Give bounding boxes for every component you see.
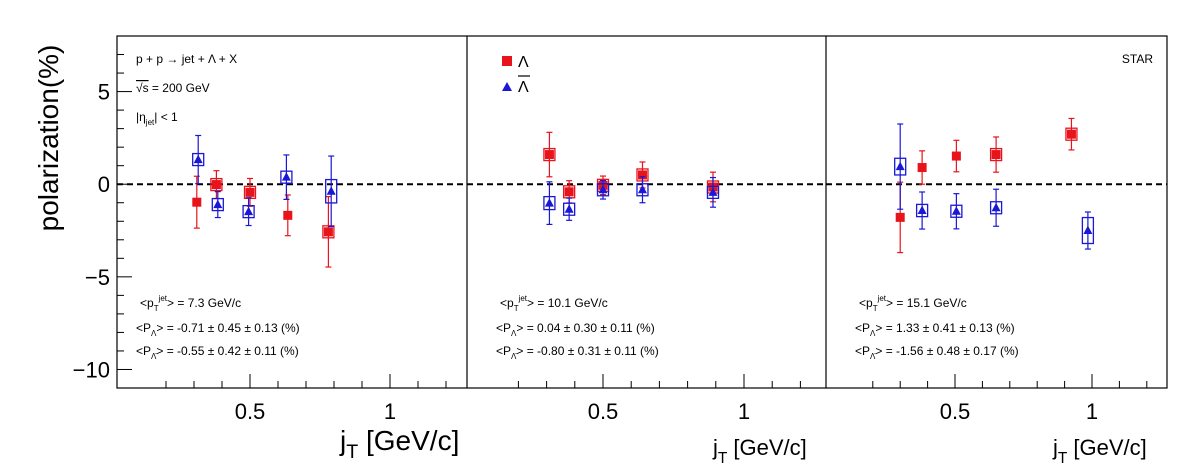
antilambda-point (637, 184, 647, 194)
y-axis-label: polarization(%) (33, 45, 64, 232)
mean-pt-label: <pTjet> = 15.1 GeV/c (859, 294, 967, 313)
antilambda-sys-box (636, 183, 649, 197)
antilambda-point (193, 154, 203, 164)
antilambda-point (544, 198, 554, 207)
lambda-point (245, 187, 255, 197)
y-tick-label: 5 (98, 80, 110, 105)
mean-pt-label: <pTjet> = 7.3 GeV/c (140, 294, 241, 313)
reaction-label: p + p → jet + Λ + X (136, 52, 237, 66)
antilambda-sys-box (915, 203, 929, 218)
y-tick-label: 0 (98, 172, 110, 197)
lambda-point (564, 187, 574, 197)
antilambda-point (917, 205, 927, 215)
x-axis-label: jT [GeV/c] (339, 425, 459, 463)
panel-2: 0.5 1 jT [GeV/c] <pTjet> = 10.1 GeV/c <PΛ> =… (467, 54, 826, 467)
antilambda-sys-box (325, 178, 338, 204)
mean-pt-label: <pTjet> = 10.1 GeV/c (500, 294, 608, 313)
legend-antilambda-label: Λ (518, 79, 529, 96)
panel-1: 0.5 1jT [GeV/c] <pTjet> = 7.3 GeV/c <PΛ> = … (117, 52, 467, 463)
lambda-point (917, 163, 927, 173)
legend-antilambda-marker (502, 82, 512, 91)
x-tick-label: 0.5 (588, 399, 619, 424)
eta-cut-label: |ηjet| < 1 (136, 110, 178, 127)
antilambda-point (564, 204, 574, 213)
lambda-point (544, 150, 554, 160)
mean-antilambda-polarization: <PΛ̄> = -0.80 ± 0.31 ± 0.11 (%) (496, 344, 659, 361)
antilambda-point (708, 187, 718, 196)
plot-frame (116, 35, 1168, 389)
lambda-sys-box (543, 147, 556, 162)
mean-antilambda-polarization: <PΛ̄> = -1.56 ± 0.48 ± 0.17 (%) (855, 344, 1019, 361)
x-tick-label: 0.5 (940, 399, 971, 424)
lambda-point (951, 151, 961, 161)
legend-lambda-label: Λ (518, 54, 529, 71)
antilambda-sys-box (1081, 216, 1095, 245)
x-axis-label: jT [GeV/c] (1052, 435, 1147, 467)
panel-3: 0.5 1 jT [GeV/c] <pTjet> = 15.1 GeV/c <PΛ> =… (826, 52, 1167, 467)
mean-lambda-polarization: <PΛ> = -0.71 ± 0.45 ± 0.13 (%) (136, 321, 300, 338)
antilambda-sys-box (563, 202, 576, 216)
energy-label: √s = 200 GeV (136, 81, 210, 95)
y-tick-label: −5 (85, 265, 110, 290)
lambda-point (637, 170, 647, 180)
y-tick-label: −10 (73, 357, 110, 382)
lambda-sys-box (989, 147, 1003, 162)
lambda-point (1066, 129, 1076, 139)
x-tick-label: 1 (738, 399, 750, 424)
x-tick-label: 1 (1086, 399, 1098, 424)
x-axis-label: jT [GeV/c] (712, 435, 807, 467)
antilambda-sys-box (894, 157, 907, 176)
antilambda-sys-box (706, 185, 720, 200)
antilambda-sys-box (596, 183, 610, 197)
antilambda-sys-box (242, 204, 255, 219)
antilambda-sys-box (543, 195, 556, 211)
lambda-sys-box (210, 177, 223, 192)
lambda-sys-box (1065, 127, 1078, 141)
lambda-point (211, 180, 221, 190)
antilambda-sys-box (211, 197, 224, 212)
antilambda-sys-box (280, 170, 293, 184)
antilambda-point (326, 186, 336, 195)
antilambda-point (244, 206, 254, 216)
antilambda-sys-box (950, 204, 963, 218)
antilambda-point (213, 199, 223, 209)
antilambda-point (991, 202, 1001, 212)
experiment-label: STAR (1122, 52, 1153, 66)
mean-antilambda-polarization: <PΛ̄> = -0.55 ± 0.42 ± 0.11 (%) (136, 344, 299, 361)
lambda-point (323, 227, 333, 237)
lambda-point (192, 197, 202, 207)
mean-lambda-polarization: <PΛ> = 1.33 ± 0.41 ± 0.13 (%) (855, 321, 1015, 338)
antilambda-sys-box (192, 152, 205, 167)
antilambda-point (598, 184, 608, 194)
antilambda-sys-box (989, 201, 1003, 215)
antilambda-point (895, 161, 905, 171)
lambda-point (283, 210, 293, 220)
lambda-point (991, 150, 1001, 160)
lambda-sys-box (243, 185, 257, 200)
legend-lambda-marker (502, 56, 512, 66)
lambda-point (895, 212, 905, 222)
lambda-sys-box (322, 225, 335, 239)
antilambda-point (281, 172, 291, 181)
x-tick-label: 1 (384, 399, 396, 424)
mean-lambda-polarization: <PΛ> = 0.04 ± 0.30 ± 0.11 (%) (496, 321, 655, 338)
antilambda-point (951, 206, 961, 215)
antilambda-point (1083, 225, 1093, 235)
x-tick-label: 0.5 (235, 399, 266, 424)
